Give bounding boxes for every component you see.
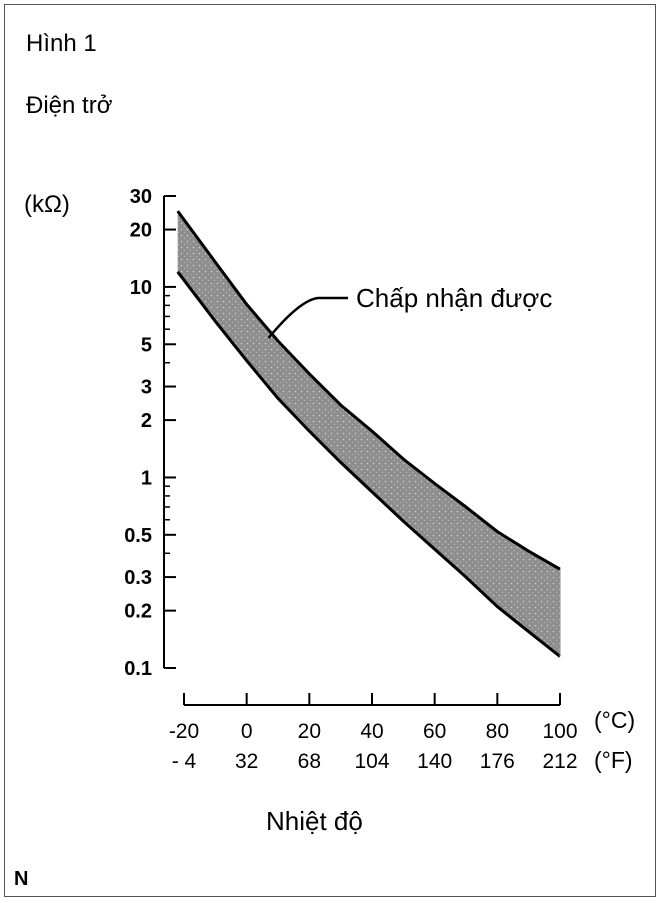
lower-limit-curve	[176, 270, 561, 658]
x-axis: -20 - 4 0 32 20 68 40 104 60 140 80 176 100 212	[169, 693, 578, 773]
x-tick-label-celsius: 80	[486, 720, 509, 743]
y-tick-label: 30	[130, 186, 152, 208]
x-tick-label-fahrenheit: 176	[480, 750, 515, 773]
x-tick-label-celsius: 20	[298, 720, 321, 743]
x-tick-label-fahrenheit: 140	[417, 750, 452, 773]
y-tick-label: 10	[130, 277, 152, 299]
upper-limit-curve	[176, 210, 561, 571]
x-tick-label-fahrenheit: 212	[542, 750, 577, 773]
acceptable-band-annotation: Chấp nhận được	[356, 283, 552, 313]
y-axis-unit-label: (kΩ)	[24, 191, 70, 218]
x-tick-label-celsius: -20	[169, 720, 199, 743]
y-tick-label: 0.3	[124, 567, 152, 589]
x-tick-label-fahrenheit: 32	[235, 750, 258, 773]
x-tick-label-fahrenheit: 68	[298, 750, 321, 773]
y-tick-label: 0.2	[124, 601, 152, 623]
annotation-leader-line	[267, 296, 348, 339]
x-tick-label-celsius: 100	[542, 720, 577, 743]
figure-frame	[4, 4, 656, 897]
x-axis-celsius-unit: (°C)	[594, 707, 635, 733]
x-tick-label-fahrenheit: - 4	[172, 750, 197, 773]
x-tick-label-fahrenheit: 104	[354, 750, 389, 773]
x-tick-label-celsius: 0	[241, 720, 253, 743]
y-tick-label: 5	[141, 334, 152, 356]
y-axis-quantity-label: Điện trở	[26, 92, 113, 119]
x-axis-label: Nhiệt độ	[266, 806, 363, 836]
y-axis: 0.1 0.2 0.3 0.5 1 2 3 5 10 20 30	[124, 186, 176, 680]
y-tick-label: 2	[141, 410, 152, 432]
y-tick-label: 0.5	[124, 525, 152, 547]
y-tick-label: 1	[141, 467, 152, 489]
x-axis-fahrenheit-unit: (°F)	[594, 747, 633, 773]
x-tick-label-celsius: 40	[360, 720, 383, 743]
y-tick-label: 20	[130, 220, 152, 242]
y-tick-label: 3	[141, 377, 152, 399]
x-tick-label-celsius: 60	[423, 720, 446, 743]
acceptable-band-area	[177, 211, 560, 657]
footer-code: N	[14, 868, 29, 890]
figure-title: Hình 1	[26, 30, 97, 57]
y-tick-label: 0.1	[124, 658, 152, 680]
